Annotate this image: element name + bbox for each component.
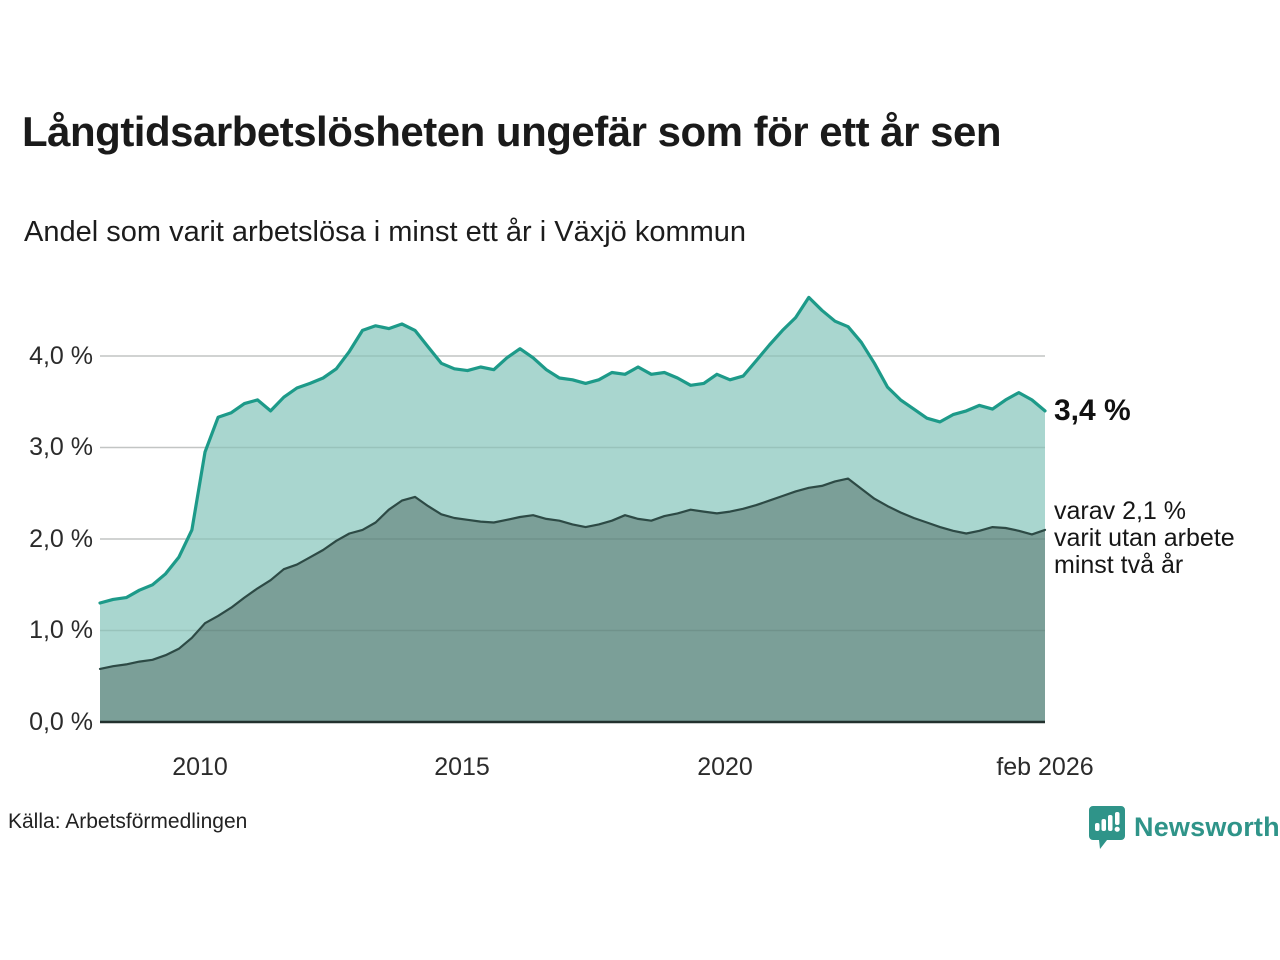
line-one-year: [98, 295, 1047, 605]
y-tick-label: 2,0 %: [29, 525, 93, 553]
line-two-years: [98, 477, 1047, 670]
y-tick-label: 1,0 %: [29, 616, 93, 644]
y-tick-label: 3,0 %: [29, 433, 93, 461]
x-tick-label: 2015: [434, 753, 490, 781]
newsworthy-logo-icon: [1089, 806, 1125, 849]
x-tick-label: feb 2026: [996, 753, 1094, 781]
annotation-latest-total: 3,4 %: [1054, 394, 1131, 427]
y-tick-label: 0,0 %: [29, 708, 93, 736]
annotation-secondary-line2: varit utan arbete: [1054, 524, 1235, 552]
x-tick-label: 2010: [172, 753, 228, 781]
page-title: Långtidsarbetslösheten ungefär som för e…: [22, 108, 1002, 155]
page-subtitle: Andel som varit arbetslösa i minst ett å…: [24, 216, 747, 248]
annotation-secondary-line3: minst två år: [1054, 551, 1184, 579]
x-tick-label: 2020: [697, 753, 753, 781]
newsworthy-logo-text: Newsworthy: [1134, 811, 1280, 842]
y-tick-label: 4,0 %: [29, 342, 93, 370]
source-label: Källa: Arbetsförmedlingen: [8, 810, 248, 833]
area-series-1: [100, 478, 1045, 722]
annotation-secondary: varav 2,1 % varit utan arbete minst två …: [1054, 498, 1235, 579]
annotation-secondary-line1: varav 2,1 %: [1054, 497, 1187, 525]
newsworthy-branding: Newsworthy: [1088, 804, 1280, 850]
